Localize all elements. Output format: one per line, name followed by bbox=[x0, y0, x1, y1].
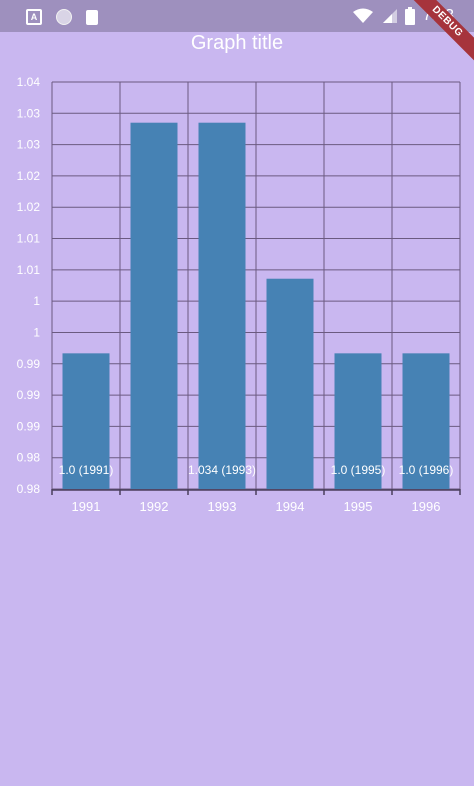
y-tick-label: 1.02 bbox=[17, 200, 41, 214]
circle-icon bbox=[56, 9, 72, 25]
y-tick-label: 1.03 bbox=[17, 106, 41, 120]
x-tick-label: 1994 bbox=[276, 499, 305, 514]
grid-layer bbox=[51, 81, 461, 495]
y-tick-label: 0.98 bbox=[17, 482, 41, 496]
x-tick-label: 1992 bbox=[140, 499, 169, 514]
y-tick-label: 1.04 bbox=[17, 75, 41, 89]
y-tick-label: 0.99 bbox=[17, 419, 41, 433]
y-tick-label: 1.03 bbox=[17, 138, 41, 152]
bar-1994 bbox=[266, 278, 314, 489]
chart-title: Graph title bbox=[191, 32, 283, 54]
bar-1996 bbox=[402, 353, 450, 489]
bar-layer bbox=[62, 122, 450, 489]
status-left-icons: A bbox=[26, 9, 98, 25]
wifi-icon bbox=[352, 8, 373, 23]
data-label: 1.0 (1996) bbox=[399, 463, 454, 477]
y-tick-label: 1.02 bbox=[17, 169, 41, 183]
bar-1991 bbox=[62, 353, 110, 489]
x-tick-label: 1991 bbox=[72, 499, 101, 514]
y-tick-label: 1 bbox=[33, 325, 40, 339]
data-label: 1.0 (1991) bbox=[59, 463, 114, 477]
x-tick-label: 1993 bbox=[208, 499, 237, 514]
signal-icon bbox=[382, 9, 397, 23]
x-tick-label: 1995 bbox=[344, 499, 373, 514]
y-tick-label: 0.99 bbox=[17, 388, 41, 402]
data-label-layer: 1.0 (1991) 1.034 (1993) 1.0 (1995) 1.0 (199… bbox=[59, 463, 454, 477]
bar-1993 bbox=[198, 122, 246, 489]
x-axis-tick-labels: 1991 1992 1993 1994 1995 1996 bbox=[72, 499, 441, 514]
y-tick-label: 1 bbox=[33, 294, 40, 308]
y-tick-label: 1.01 bbox=[17, 263, 41, 277]
data-label: 1.0 (1995) bbox=[331, 463, 386, 477]
y-tick-label: 1.01 bbox=[17, 232, 41, 246]
battery-icon bbox=[404, 7, 415, 25]
bar-1992 bbox=[130, 122, 178, 489]
y-tick-label: 0.99 bbox=[17, 357, 41, 371]
x-tick-label: 1996 bbox=[412, 499, 441, 514]
status-bar: A 7:53 DEBUG bbox=[0, 0, 474, 67]
y-axis-tick-labels: 0.98 0.98 0.99 0.99 0.99 1 1 1.01 1.01 1.02 1.02 1.… bbox=[17, 75, 41, 496]
sd-card-icon bbox=[86, 9, 98, 25]
y-tick-label: 0.98 bbox=[17, 451, 41, 465]
a-icon: A bbox=[26, 9, 42, 25]
data-label: 1.034 (1993) bbox=[188, 463, 256, 477]
bar-1995 bbox=[334, 353, 382, 489]
